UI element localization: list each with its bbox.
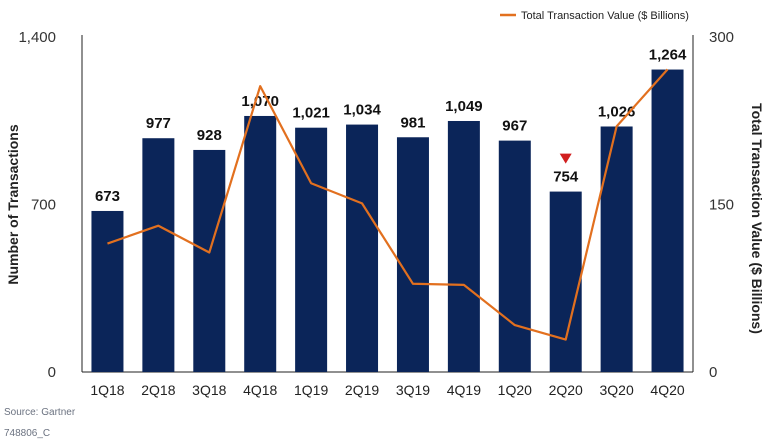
x-tick-label: 3Q20 [600,382,634,398]
bar [396,137,429,372]
bar-value-label: 928 [197,127,222,144]
bar-value-label: 1,070 [241,93,279,110]
bar-value-label: 1,264 [649,47,687,64]
bar [193,149,226,372]
y-right-tick-label: 150 [709,197,734,214]
y-tick-label: 700 [31,197,56,214]
x-tick-label: 1Q18 [90,382,124,398]
bar-value-label: 1,034 [343,102,381,119]
bar [600,126,633,372]
bar-value-label: 754 [553,169,579,186]
x-tick-label: 2Q20 [549,382,583,398]
x-tick-label: 3Q18 [192,382,226,398]
line-series-total-value [107,68,669,341]
bar [142,138,175,372]
x-tick-label: 4Q18 [243,382,277,398]
bar [498,140,531,372]
bar [244,115,277,372]
x-tick-label: 2Q18 [141,382,175,398]
bar [549,191,582,372]
figure-id: 748806_C [4,428,51,439]
annotation-triangle-icon [559,153,572,164]
bar-value-label: 1,021 [292,105,330,122]
y-tick-label: 0 [48,364,56,381]
x-tick-label: 1Q20 [498,382,532,398]
y-right-tick-label: 300 [709,29,734,46]
bar-value-label: 967 [502,118,527,135]
legend-label: Total Transaction Value ($ Billions) [521,10,689,22]
bar-value-label: 981 [400,114,425,131]
y-right-tick-label: 0 [709,364,717,381]
x-tick-label: 1Q19 [294,382,328,398]
bar-value-label: 1,049 [445,98,483,115]
y-tick-label: 1,400 [18,29,56,46]
y-axis-title: Number of Transactions [5,124,21,284]
x-tick-label: 4Q20 [650,382,684,398]
bar [651,69,684,373]
source-note: Source: Gartner [4,407,76,418]
bar [346,124,379,372]
bar-value-label: 673 [95,188,120,205]
bar [295,127,328,372]
x-tick-label: 3Q19 [396,382,430,398]
bar [447,120,480,372]
bar-value-label: 977 [146,115,171,132]
x-tick-label: 4Q19 [447,382,481,398]
y-right-axis-title: Total Transaction Value ($ Billions) [749,103,765,334]
x-tick-label: 2Q19 [345,382,379,398]
bar [91,210,124,372]
